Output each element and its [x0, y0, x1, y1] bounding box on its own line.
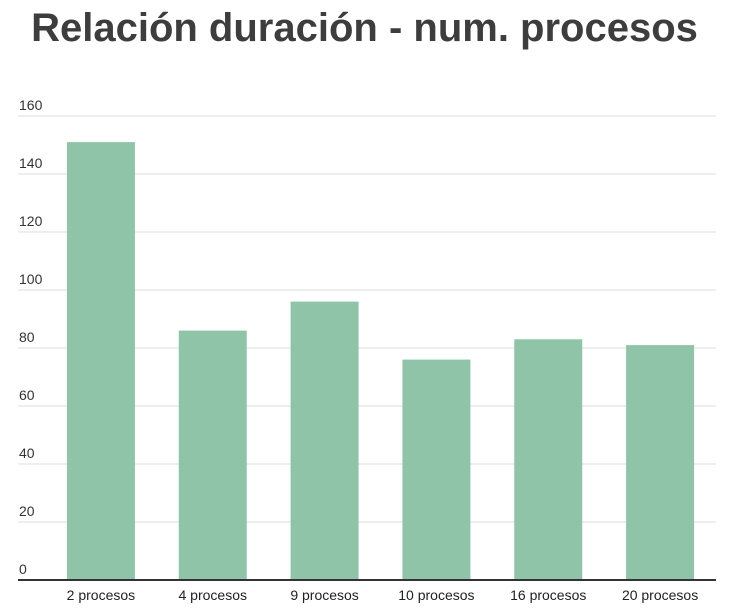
bar-9-procesos — [290, 301, 359, 580]
x-tick-label: 4 procesos — [179, 587, 247, 603]
x-tick-label: 10 procesos — [398, 587, 474, 603]
x-tick-label: 2 procesos — [67, 587, 135, 603]
bars — [66, 142, 695, 580]
y-tick-label: 140 — [19, 155, 43, 171]
x-axis-labels: 2 procesos 4 procesos 9 procesos 10 proceso… — [67, 587, 699, 603]
bar-10-procesos — [402, 359, 471, 580]
x-tick-label: 20 procesos — [622, 587, 698, 603]
y-tick-label: 100 — [19, 271, 43, 287]
y-tick-label: 80 — [19, 329, 35, 345]
chart-title: Relación duración - num. procesos — [31, 6, 698, 50]
y-tick-label: 20 — [19, 503, 35, 519]
bar-4-procesos — [178, 330, 247, 580]
x-tick-label: 9 procesos — [290, 587, 358, 603]
y-tick-label: 0 — [19, 561, 27, 577]
y-tick-label: 120 — [19, 213, 43, 229]
x-tick-label: 16 procesos — [510, 587, 586, 603]
y-tick-label: 40 — [19, 445, 35, 461]
bar-16-procesos — [514, 339, 583, 580]
y-axis-ticks: 0 20 40 60 80 100 120 140 160 — [19, 97, 43, 577]
bar-20-procesos — [626, 345, 695, 580]
y-tick-label: 160 — [19, 97, 43, 113]
y-tick-label: 60 — [19, 387, 35, 403]
bar-2-procesos — [66, 142, 135, 580]
